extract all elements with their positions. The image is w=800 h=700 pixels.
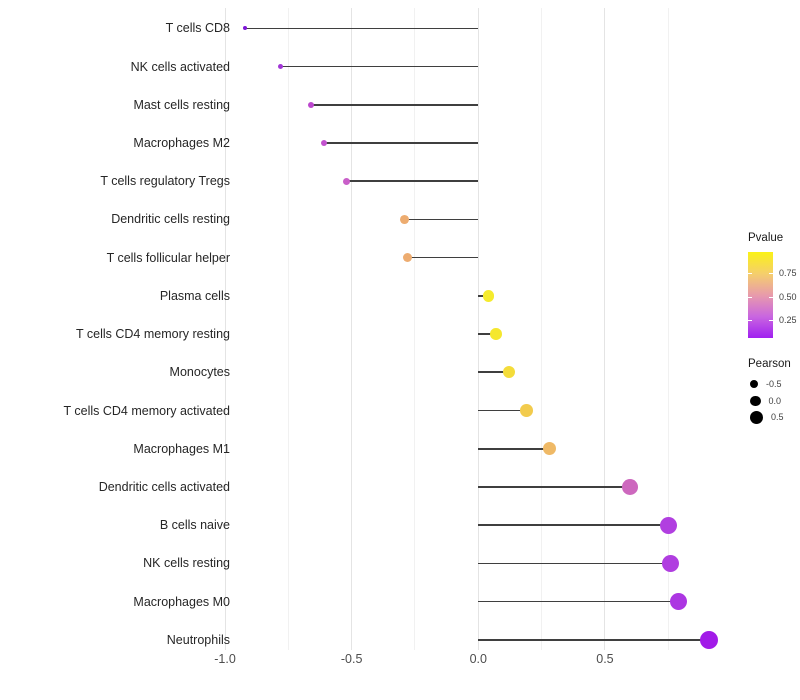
pearson-legend-item: 0.5	[748, 409, 791, 426]
colorbar-tick-mark	[769, 319, 773, 321]
y-axis-label: Neutrophils	[166, 632, 230, 647]
y-axis-label: Macrophages M0	[133, 594, 230, 609]
data-point	[542, 442, 556, 456]
y-axis-label: Mast cells resting	[133, 97, 230, 112]
pearson-legend-title: Pearson	[748, 358, 791, 370]
data-point	[402, 253, 412, 263]
gridline-minor	[667, 8, 669, 650]
lollipop-stem	[407, 256, 479, 259]
y-axis-label: Macrophages M2	[133, 135, 230, 150]
pearson-legend-label: 0.0	[768, 395, 782, 406]
pearson-legend-dot	[750, 395, 761, 406]
y-axis-label: Macrophages M1	[133, 441, 230, 456]
y-axis-label: Monocytes	[169, 365, 230, 380]
data-point	[699, 630, 718, 649]
data-point	[482, 290, 495, 302]
data-point	[400, 214, 410, 224]
data-point	[490, 328, 502, 340]
pearson-legend-item: -0.5	[748, 376, 791, 393]
pvalue-colorbar	[748, 252, 773, 338]
lollipop-stem	[478, 600, 679, 603]
lollipop-stem	[478, 562, 671, 565]
y-axis-label: NK cells activated	[130, 59, 230, 74]
colorbar-tick-mark	[748, 273, 752, 275]
pvalue-colorbar-wrap: 0.75 0.50 0.25	[748, 252, 797, 338]
pvalue-legend: Pvalue 0.75 0.50 0.25	[748, 232, 800, 338]
y-axis-label: Dendritic cells activated	[98, 479, 230, 494]
y-axis-label: NK cells resting	[143, 556, 230, 571]
data-point	[343, 177, 351, 185]
lollipop-stem	[478, 486, 631, 488]
lollipop-stem	[404, 218, 479, 221]
colorbar-tick-label: 0.50	[779, 291, 797, 302]
pearson-legend-dot	[750, 380, 758, 389]
gridline-major	[351, 8, 353, 650]
colorbar-tick-label: 0.75	[779, 268, 797, 279]
data-point	[669, 592, 688, 611]
lollipop-stem	[478, 409, 527, 412]
colorbar-tick-label: 0.25	[779, 314, 797, 325]
colorbar-tick-mark	[748, 319, 752, 321]
y-axis-label: Plasma cells	[159, 288, 230, 303]
y-axis-label: T cells follicular helper	[106, 250, 230, 265]
data-point	[502, 366, 515, 379]
x-axis-tick-label: -1.0	[214, 652, 236, 666]
colorbar-tick-mark	[769, 296, 773, 298]
y-axis-label: T cells regulatory Tregs	[100, 174, 230, 189]
lollipop-stem	[478, 371, 509, 374]
pearson-legend-label: -0.5	[766, 379, 782, 390]
pearson-legend-items: -0.5 0.0 0.5	[748, 376, 791, 426]
colorbar-tick-mark	[748, 296, 752, 298]
lollipop-stem	[478, 639, 709, 641]
data-point	[320, 139, 327, 147]
pearson-legend-item: 0.0	[748, 393, 791, 410]
gridline-minor	[287, 8, 289, 650]
y-axis-label: T cells CD4 memory activated	[63, 403, 231, 418]
y-axis-label: B cells naive	[159, 518, 230, 533]
lollipop-stem	[323, 142, 479, 144]
colorbar-tick-mark	[769, 273, 773, 275]
y-axis-label: T cells CD8	[165, 21, 230, 36]
pvalue-legend-title: Pvalue	[748, 232, 784, 244]
lollipop-stem	[245, 27, 479, 30]
data-point	[308, 101, 315, 108]
x-axis-tick-label: 0.0	[469, 652, 487, 666]
lollipop-stem	[478, 333, 497, 335]
data-point	[622, 479, 639, 495]
gridline-minor	[541, 8, 543, 650]
y-axis-label: T cells CD4 memory resting	[76, 327, 230, 342]
pearson-legend: Pearson -0.5 0.0 0.5	[748, 358, 791, 426]
data-point	[278, 63, 284, 70]
lollipop-stem	[280, 65, 479, 68]
x-axis-tick-label: 0.5	[596, 652, 614, 666]
gridline-minor	[414, 8, 416, 650]
gridline-major	[604, 8, 606, 650]
data-point	[662, 554, 680, 572]
lollipop-stem	[346, 180, 479, 182]
gridline-major	[477, 8, 479, 650]
lollipop-stem	[478, 524, 669, 526]
lollipop-stem	[311, 103, 479, 106]
data-point	[243, 26, 248, 31]
pearson-legend-label: 0.5	[771, 412, 784, 423]
data-point	[659, 516, 677, 534]
pearson-legend-dot	[750, 410, 763, 424]
gridline-major	[224, 8, 226, 650]
x-axis-tick-label: -0.5	[340, 652, 363, 666]
data-point	[520, 404, 533, 417]
y-axis-label: Dendritic cells resting	[111, 212, 230, 227]
lollipop-stem	[478, 447, 550, 450]
